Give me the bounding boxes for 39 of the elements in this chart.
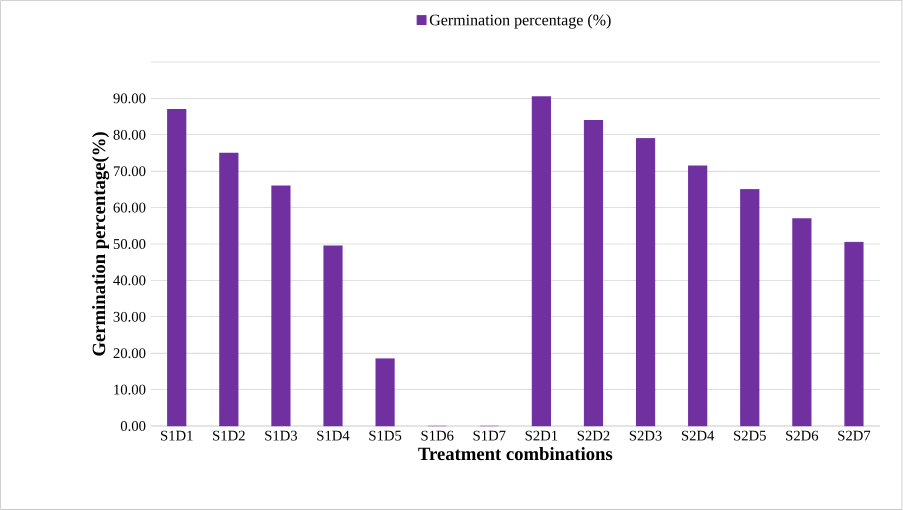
x-tick-label: S1D6	[421, 430, 454, 441]
x-tick-label: S2D2	[578, 430, 610, 441]
bar	[323, 246, 343, 426]
x-tick-label: S1D7	[474, 430, 506, 441]
y-tick-label: 20.00	[114, 348, 146, 358]
bar	[636, 138, 656, 426]
bar	[271, 185, 291, 426]
y-tick-label: 90.00	[113, 93, 146, 104]
x-tick-label: S1D2	[213, 430, 245, 441]
x-tick-label: S2D5	[734, 430, 766, 441]
x-tick-label: S2D1	[526, 430, 558, 441]
bar	[792, 218, 812, 426]
y-axis-title: Germination percentage(%)	[92, 132, 110, 356]
x-tick-label: S1D4	[317, 430, 350, 441]
y-tick-label: 0.00	[120, 421, 146, 431]
bar	[167, 109, 186, 426]
bar	[532, 96, 551, 426]
x-tick-label: S2D3	[630, 430, 662, 441]
y-tick-label: 60.00	[114, 202, 146, 213]
x-tick-label: S2D4	[682, 430, 714, 441]
legend-label: Germination percentage (%)	[430, 14, 611, 29]
bar	[376, 358, 395, 426]
x-tick-label: S2D6	[786, 430, 818, 441]
y-tick-label: 30.00	[114, 312, 146, 322]
x-tick-label: S1D1	[161, 430, 193, 441]
x-tick-label: S1D5	[369, 430, 402, 441]
x-axis-title: Treatment combinations	[418, 447, 612, 460]
x-tick-label: S1D3	[265, 430, 298, 441]
bar	[740, 189, 760, 426]
y-tick-label: 10.00	[114, 384, 146, 395]
bar	[219, 152, 238, 426]
y-tick-label: 50.00	[114, 239, 146, 249]
x-tick-label: S2D7	[838, 430, 870, 441]
bar	[844, 242, 864, 426]
bar	[584, 120, 604, 426]
y-tick-label: 80.00	[114, 130, 146, 140]
y-tick-label: 40.00	[113, 275, 146, 286]
y-tick-label: 70.00	[114, 166, 146, 176]
bar	[688, 165, 708, 426]
